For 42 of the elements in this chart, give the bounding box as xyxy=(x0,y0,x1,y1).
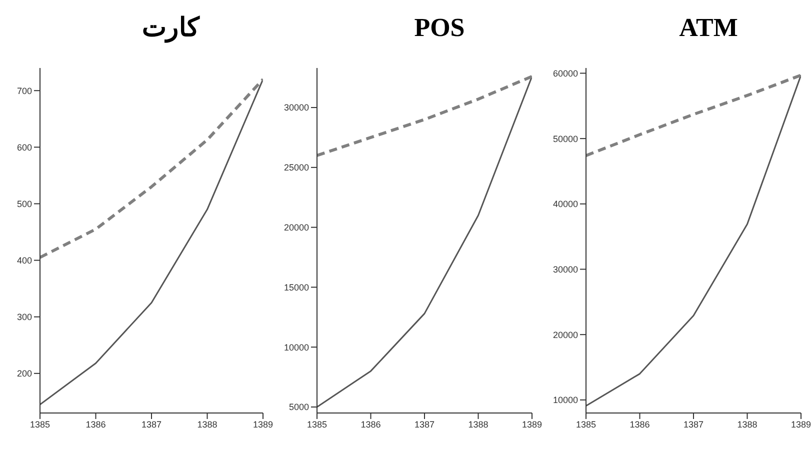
y-tick-label: 500 xyxy=(16,198,32,209)
x-tick-label: 1385 xyxy=(30,419,50,430)
y-tick-label: 50000 xyxy=(552,134,578,144)
x-tick-label: 1388 xyxy=(197,419,218,430)
line-series xyxy=(40,78,263,406)
y-tick-label: 40000 xyxy=(552,199,578,210)
y-tick-label: 700 xyxy=(16,86,32,96)
y-tick-label: 15000 xyxy=(284,282,309,292)
y-tick-label: 10000 xyxy=(284,342,309,352)
x-tick-label: 1386 xyxy=(360,419,381,430)
x-tick-label: 1386 xyxy=(86,419,106,430)
y-tick-label: 10000 xyxy=(552,395,578,406)
line-series xyxy=(317,76,532,408)
x-tick-label: 1385 xyxy=(306,419,328,430)
x-tick-label: 1385 xyxy=(576,419,596,430)
y-tick-label: 200 xyxy=(16,368,32,379)
chart-title: ATM xyxy=(678,12,739,44)
y-tick-label: 600 xyxy=(16,142,32,152)
line-series xyxy=(586,74,801,407)
x-tick-label: 1387 xyxy=(683,419,704,430)
x-tick-label: 1389 xyxy=(252,419,274,430)
y-tick-label: 60000 xyxy=(552,68,578,78)
chart-title: POS xyxy=(413,12,466,44)
y-tick-label: 300 xyxy=(16,312,32,322)
x-tick-label: 1388 xyxy=(737,419,758,430)
chart-title: کارت xyxy=(141,12,201,45)
y-tick-label: 30000 xyxy=(552,264,578,274)
x-tick-label: 1387 xyxy=(141,419,162,430)
y-tick-label: 400 xyxy=(16,255,32,266)
line-series xyxy=(40,78,263,259)
x-tick-label: 1389 xyxy=(522,419,542,430)
y-tick-label: 20000 xyxy=(284,222,309,233)
line-series xyxy=(586,74,801,158)
y-tick-label: 20000 xyxy=(552,330,578,340)
x-tick-label: 1388 xyxy=(468,419,488,430)
y-tick-label: 30000 xyxy=(284,102,309,113)
y-tick-label: 5000 xyxy=(288,402,309,412)
line-series xyxy=(317,74,532,157)
x-tick-label: 1389 xyxy=(790,419,812,430)
x-tick-label: 1386 xyxy=(630,419,650,430)
y-tick-label: 25000 xyxy=(284,162,309,173)
x-tick-label: 1387 xyxy=(414,419,435,430)
